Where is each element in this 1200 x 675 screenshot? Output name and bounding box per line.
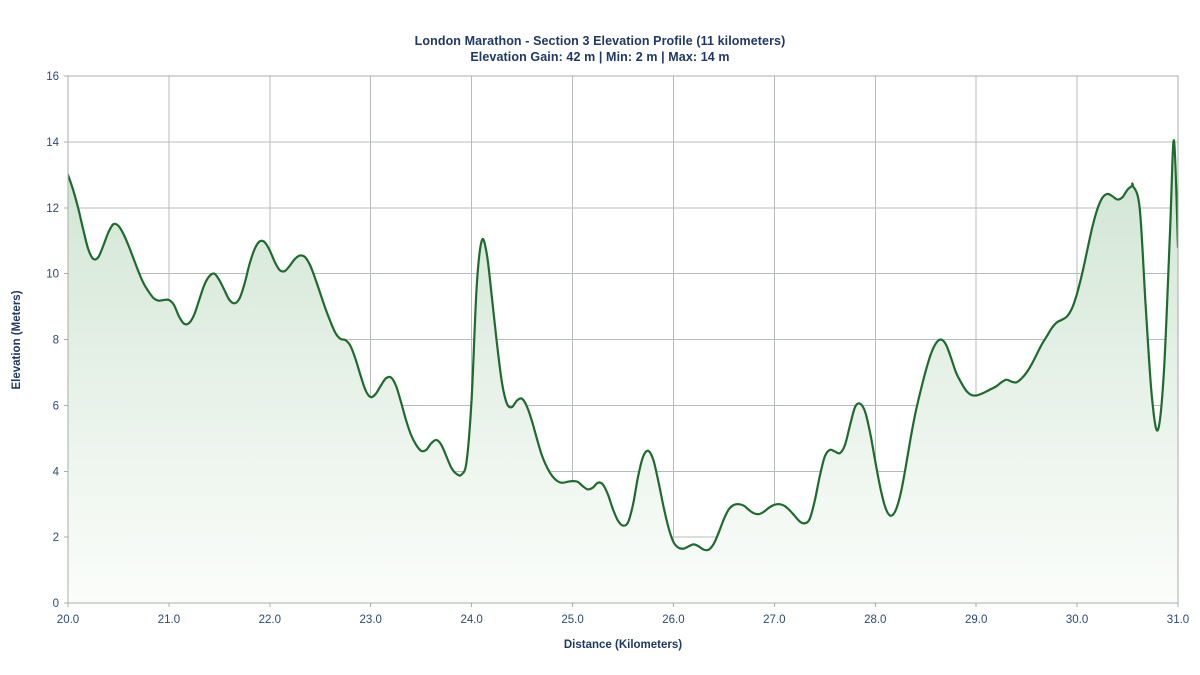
x-tick-label: 25.0 [561,614,583,626]
axis-ticks [64,75,1179,607]
x-tick-label: 30.0 [1066,614,1088,626]
x-tick-label: 26.0 [662,614,684,626]
elevation-area-fill [68,140,1178,603]
y-tick-label: 10 [46,269,59,281]
x-tick-label: 21.0 [158,614,180,626]
y-tick-label: 8 [53,335,59,347]
x-tick-label: 28.0 [864,614,886,626]
x-tick-label: 20.0 [57,614,79,626]
x-axis-label: Distance (Kilometers) [564,639,682,651]
y-tick-label: 2 [53,532,59,544]
x-tick-label: 31.0 [1167,614,1189,626]
y-tick-label: 6 [53,400,59,412]
y-tick-labels: 0 2 4 6 8 10 12 14 16 [46,71,59,610]
elevation-area [68,140,1178,603]
x-tick-label: 24.0 [460,614,482,626]
x-tick-label: 27.0 [763,614,785,626]
y-tick-label: 14 [46,137,59,149]
y-axis-label: Elevation (Meters) [11,290,23,389]
elevation-line [68,139,1178,552]
y-tick-label: 0 [53,598,59,610]
elevation-profile-line [68,139,1178,552]
chart-title-block: London Marathon - Section 3 Elevation Pr… [0,33,1200,65]
x-tick-label: 22.0 [259,614,281,626]
chart-title: London Marathon - Section 3 Elevation Pr… [414,34,786,48]
x-tick-label: 29.0 [965,614,987,626]
x-tick-label: 23.0 [360,614,382,626]
y-tick-label: 4 [53,466,60,478]
x-tick-labels: 20.0 21.0 22.0 23.0 24.0 25.0 26.0 27.0 28.0 29.0… [57,614,1189,626]
y-tick-label: 12 [46,203,59,215]
chart-subtitle: Elevation Gain: 42 m | Min: 2 m | Max: 1… [470,50,730,64]
y-tick-label: 16 [46,71,59,83]
